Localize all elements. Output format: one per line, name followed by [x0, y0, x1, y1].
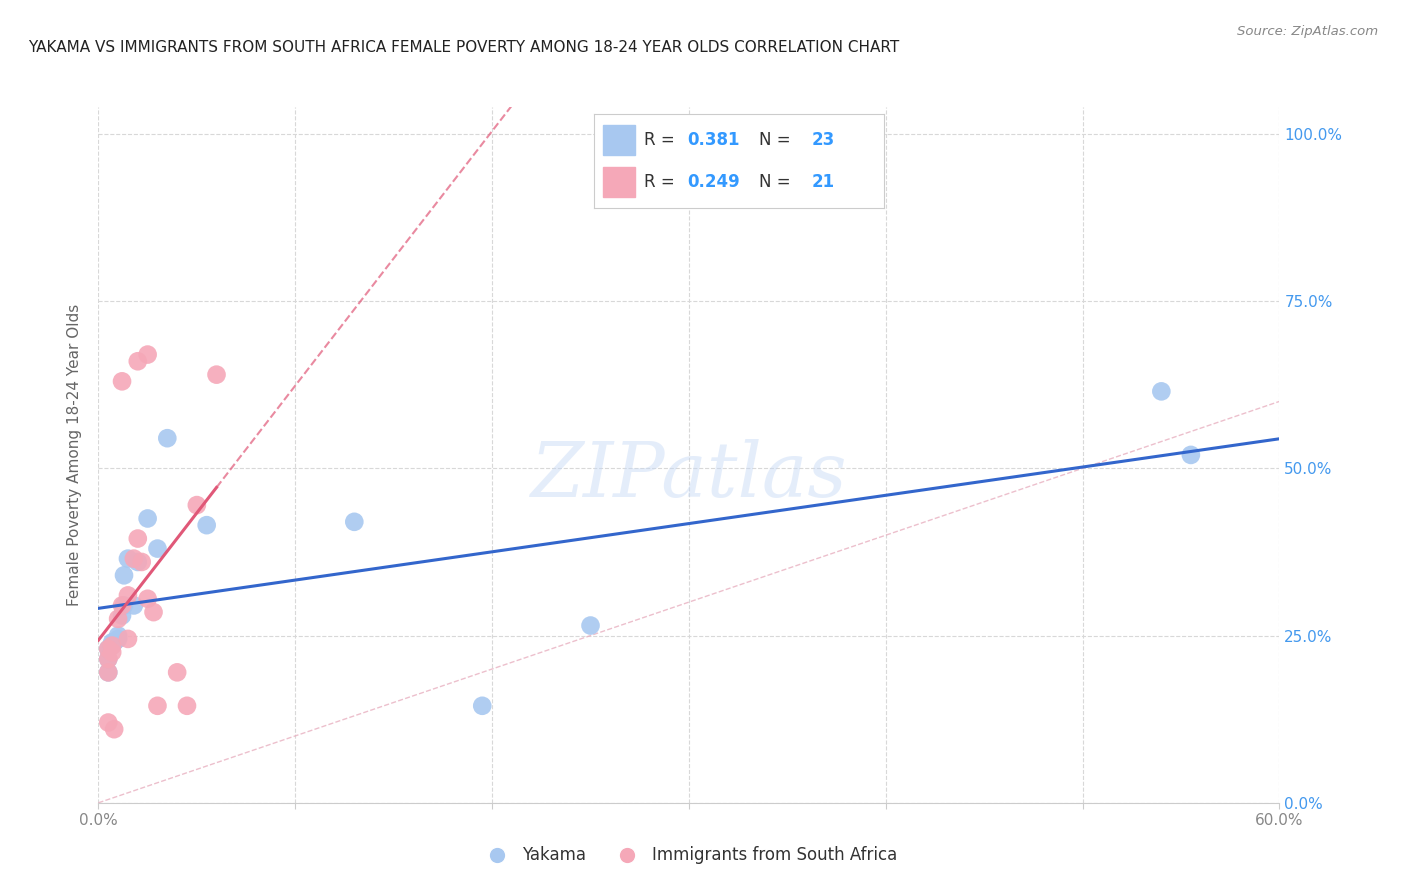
Point: [97, 665, 120, 680]
Point: [117, 589, 139, 603]
Point: [112, 568, 135, 582]
Point: [127, 532, 149, 546]
Point: [136, 591, 159, 606]
Point: [97, 642, 120, 657]
Point: [101, 635, 124, 649]
Point: [97, 715, 120, 730]
Point: [146, 541, 169, 556]
Point: [122, 551, 145, 566]
Point: [97, 652, 120, 666]
Point: [471, 698, 494, 713]
Point: [103, 723, 125, 737]
Text: Source: ZipAtlas.com: Source: ZipAtlas.com: [1237, 25, 1378, 38]
Point: [111, 608, 134, 623]
Y-axis label: Female Poverty Among 18-24 Year Olds: Female Poverty Among 18-24 Year Olds: [67, 304, 83, 606]
Point: [122, 599, 145, 613]
Point: [117, 632, 139, 646]
Point: [97, 652, 120, 666]
Point: [156, 431, 179, 445]
Point: [136, 348, 159, 362]
Point: [1180, 448, 1202, 462]
Point: [343, 515, 366, 529]
Point: [579, 618, 602, 632]
Point: [97, 665, 120, 680]
Point: [111, 599, 134, 613]
Point: [111, 375, 134, 389]
Point: [166, 665, 188, 680]
Point: [176, 698, 198, 713]
Text: YAKAMA VS IMMIGRANTS FROM SOUTH AFRICA FEMALE POVERTY AMONG 18-24 YEAR OLDS CORR: YAKAMA VS IMMIGRANTS FROM SOUTH AFRICA F…: [28, 40, 900, 55]
Point: [97, 642, 120, 657]
Text: ZIPatlas: ZIPatlas: [530, 439, 848, 513]
Point: [101, 639, 124, 653]
Legend: Yakama, Immigrants from South Africa: Yakama, Immigrants from South Africa: [474, 839, 904, 871]
Point: [186, 498, 208, 512]
Point: [107, 628, 129, 642]
Point: [131, 555, 153, 569]
Point: [112, 599, 135, 613]
Point: [101, 639, 124, 653]
Point: [107, 632, 129, 646]
Point: [103, 635, 125, 649]
Point: [127, 354, 149, 368]
Point: [117, 551, 139, 566]
Point: [1150, 384, 1173, 399]
Point: [101, 645, 124, 659]
Point: [195, 518, 218, 533]
Point: [127, 555, 149, 569]
Point: [142, 605, 165, 619]
Point: [205, 368, 228, 382]
Point: [107, 612, 129, 626]
Point: [146, 698, 169, 713]
Point: [136, 511, 159, 525]
